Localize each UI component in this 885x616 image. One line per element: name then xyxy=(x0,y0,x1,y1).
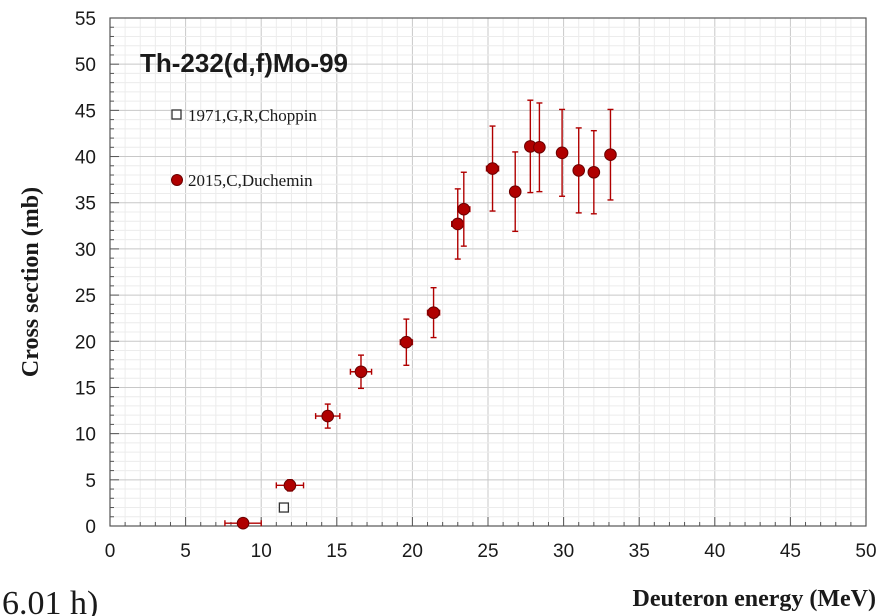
x-tick-label: 25 xyxy=(477,541,498,562)
legend: 1971,G,R,Choppin 2015,C,Duchemin xyxy=(171,106,317,190)
x-tick-label: 5 xyxy=(180,541,191,562)
data-point-circle xyxy=(604,148,617,161)
corner-text: 6.01 h) xyxy=(2,585,98,616)
data-point-circle xyxy=(427,306,440,319)
legend-marker-choppin xyxy=(171,109,182,120)
x-tick-label: 45 xyxy=(780,541,801,562)
x-tick-label: 50 xyxy=(855,541,876,562)
data-point-circle xyxy=(572,164,586,177)
y-tick-label: 50 xyxy=(75,55,96,76)
x-tick-label: 15 xyxy=(326,541,347,562)
series-1 xyxy=(278,502,290,513)
y-axis-title: Cross section (mb) xyxy=(18,187,44,377)
x-tick-label: 35 xyxy=(629,541,650,562)
y-axis-tick-labels: 0 5 10 15 20 25 30 35 40 45 50 55 xyxy=(75,9,96,538)
data-point-circle xyxy=(587,165,601,179)
y-tick-label: 35 xyxy=(75,194,96,215)
x-axis-tick-labels: 0 5 10 15 20 25 30 35 40 45 50 xyxy=(105,541,877,562)
y-tick-label: 10 xyxy=(75,425,96,446)
data-point-circle xyxy=(451,217,465,231)
x-tick-label: 0 xyxy=(105,541,116,562)
data-point-circle xyxy=(486,162,499,175)
x-tick-label: 10 xyxy=(251,541,272,562)
series-2 xyxy=(224,99,617,530)
data-point-circle xyxy=(321,409,335,423)
data-point-circle xyxy=(354,365,368,379)
axis-ticks xyxy=(109,17,867,527)
y-tick-label: 0 xyxy=(85,517,96,538)
data-point-circle xyxy=(457,202,471,216)
x-axis-title: Deuteron energy (MeV) xyxy=(633,586,876,612)
data-marks xyxy=(224,99,617,530)
legend-label-duchemin: 2015,C,Duchemin xyxy=(188,171,313,190)
y-tick-label: 45 xyxy=(75,101,96,122)
y-tick-label: 15 xyxy=(75,378,96,399)
legend-label-choppin: 1971,G,R,Choppin xyxy=(188,106,317,125)
y-tick-label: 55 xyxy=(75,9,96,30)
x-tick-label: 20 xyxy=(402,541,423,562)
y-tick-label: 5 xyxy=(85,471,96,492)
grid xyxy=(109,17,867,527)
x-tick-label: 30 xyxy=(553,541,574,562)
data-point-circle xyxy=(533,141,546,154)
data-point-circle xyxy=(555,146,569,160)
legend-marker-duchemin xyxy=(171,174,183,186)
y-tick-label: 40 xyxy=(75,148,96,169)
data-point-square xyxy=(278,502,290,513)
y-tick-label: 30 xyxy=(75,240,96,261)
y-tick-label: 25 xyxy=(75,286,96,307)
data-point-circle xyxy=(236,516,250,530)
y-tick-label: 20 xyxy=(75,332,96,353)
x-tick-label: 40 xyxy=(704,541,725,562)
chart-title: Th-232(d,f)Mo-99 xyxy=(140,48,348,78)
data-point-circle xyxy=(283,479,297,492)
data-point-circle xyxy=(508,185,522,198)
data-point-circle xyxy=(400,335,413,349)
